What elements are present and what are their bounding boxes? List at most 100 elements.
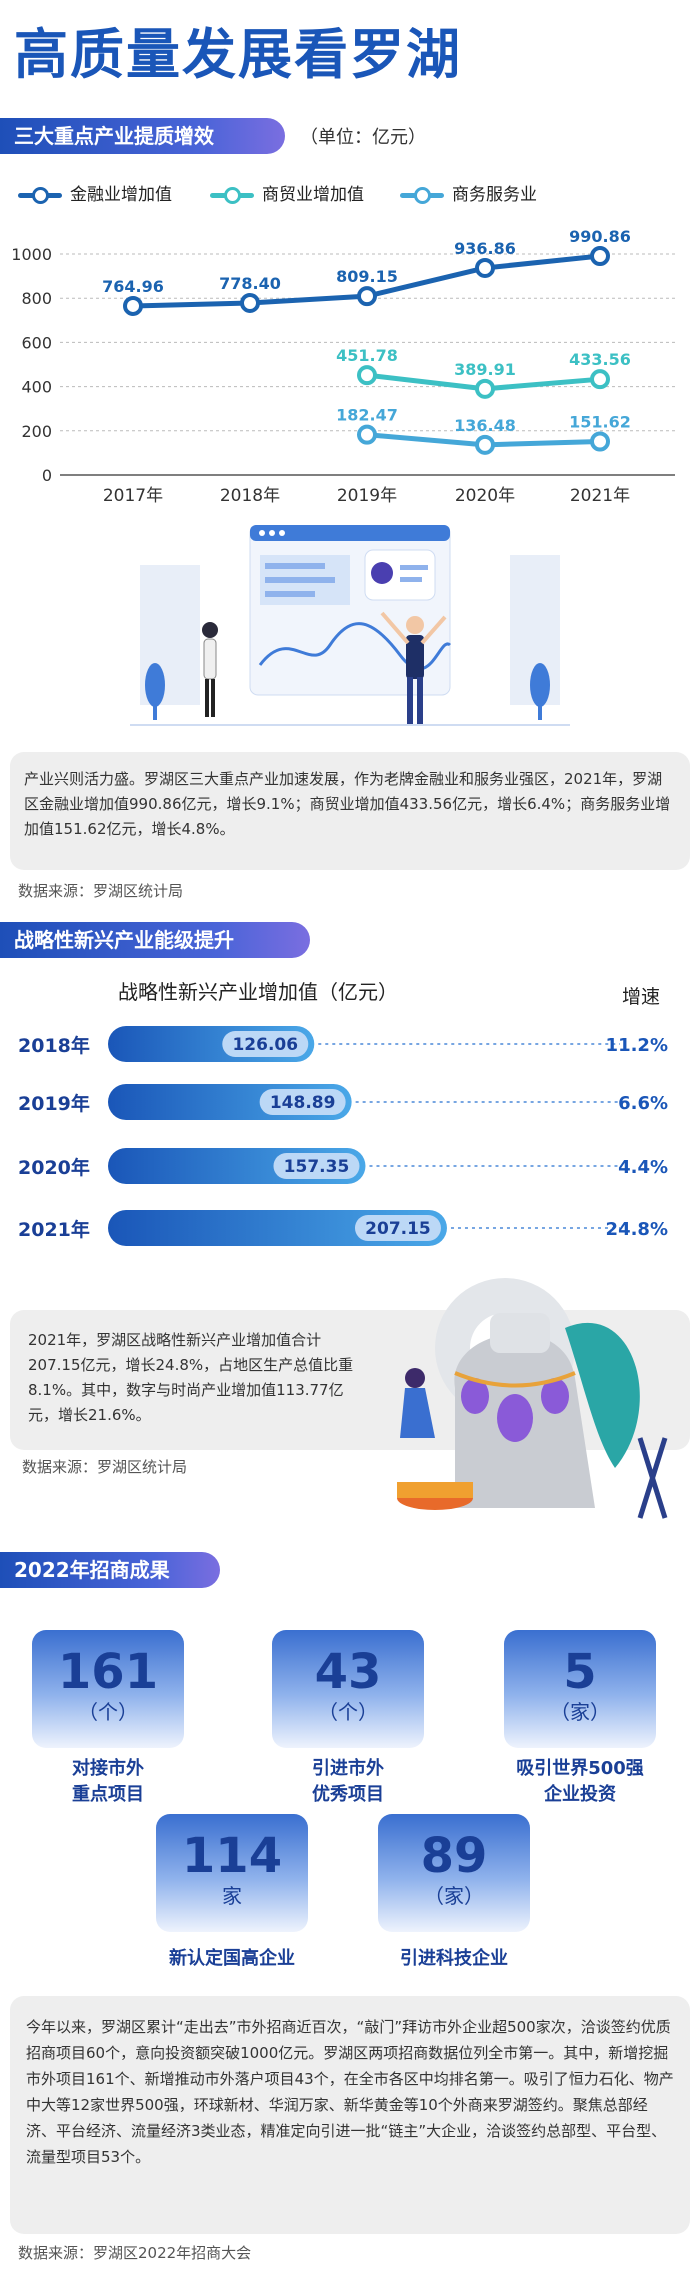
- bar-value-label: 148.89: [270, 1093, 336, 1113]
- data-label: 182.47: [336, 406, 398, 425]
- stat-number: 5: [563, 1644, 597, 1700]
- stat-card-quality-projects: 43 （个）: [272, 1630, 424, 1748]
- presentation-illustration: [130, 525, 570, 726]
- data-label: 389.91: [454, 360, 516, 379]
- stat-label-line: 吸引世界500强: [516, 1758, 644, 1779]
- stat-number: 114: [181, 1828, 283, 1884]
- stat-label-line: 优秀项目: [312, 1784, 384, 1805]
- data-label: 136.48: [454, 416, 516, 435]
- data-source: 数据来源：罗湖区2022年招商大会: [18, 2244, 252, 2262]
- data-point: [590, 246, 610, 267]
- bar-category-label: 2018年: [18, 1034, 90, 1057]
- data-label: 433.56: [569, 350, 631, 369]
- growth-label: 4.4%: [618, 1157, 668, 1178]
- y-tick-label: 1000: [11, 245, 52, 264]
- data-point: [475, 257, 495, 278]
- line-chart: 0 200 400 600 800 1000 2017年 2018年 2019年 2020年 202…: [11, 227, 675, 506]
- bar-value-label: 126.06: [232, 1035, 298, 1055]
- bar-chart-title: 战略性新兴产业增加值（亿元）: [118, 980, 398, 1004]
- y-tick-label: 0: [42, 466, 52, 485]
- data-point: [240, 292, 260, 313]
- stat-card-tech-enterprises: 89 （家）: [378, 1814, 530, 1932]
- bar-category-label: 2021年: [18, 1218, 90, 1241]
- bar-value-pill: [354, 1215, 441, 1241]
- legend-label: 商贸业增加值: [262, 185, 364, 205]
- section-banner-emerging-industries: 战略性新兴产业能级提升: [0, 922, 310, 958]
- data-label: 809.15: [336, 267, 398, 286]
- data-point: [357, 365, 377, 386]
- stat-label-line: 重点项目: [72, 1784, 144, 1805]
- growth-header: 增速: [622, 986, 661, 1008]
- bar-value-pill: [222, 1031, 309, 1057]
- data-label: 936.86: [454, 239, 516, 258]
- stat-unit: （个）: [78, 1700, 138, 1724]
- bar-chart: 2018年 126.06 11.2% 2019年 148.89 6.6% 2020年 157.…: [18, 1026, 668, 1246]
- data-point: [475, 434, 495, 455]
- bar-value-label: 157.35: [284, 1157, 350, 1177]
- stat-card-fortune500: 5 （家）: [504, 1630, 656, 1748]
- x-tick-label: 2017年: [103, 486, 163, 506]
- growth-label: 6.6%: [618, 1093, 668, 1114]
- stat-label-line: 引进市外: [312, 1758, 384, 1779]
- stat-label-quality-projects: 引进市外 优秀项目: [248, 1756, 448, 1808]
- stat-label-tech-enterprises: 引进科技企业: [354, 1946, 554, 1972]
- data-label: 990.86: [569, 227, 631, 246]
- stat-label-key-projects: 对接市外 重点项目: [8, 1756, 208, 1808]
- bar-value-label: 207.15: [365, 1219, 431, 1239]
- stat-label-high-tech: 新认定国高企业: [132, 1946, 332, 1972]
- growth-label: 11.2%: [606, 1035, 668, 1056]
- stat-number: 161: [57, 1644, 159, 1700]
- legend-label: 商务服务业: [452, 185, 537, 205]
- y-tick-label: 600: [21, 333, 52, 352]
- y-tick-label: 200: [21, 422, 52, 441]
- legend-item-trade: 商贸业增加值: [210, 180, 364, 205]
- data-point: [590, 431, 610, 452]
- stat-label-fortune500: 吸引世界500强 企业投资: [480, 1756, 680, 1808]
- stat-unit: （个）: [318, 1700, 378, 1724]
- data-source: 数据来源：罗湖区统计局: [22, 1458, 188, 1476]
- data-label: 764.96: [102, 277, 164, 296]
- page-title: 高质量发展看罗湖: [14, 23, 462, 86]
- legend-label: 金融业增加值: [70, 185, 172, 205]
- growth-label: 24.8%: [606, 1219, 668, 1240]
- legend-line-icon: [400, 186, 444, 204]
- bar-category-label: 2019年: [18, 1092, 90, 1115]
- data-point: [590, 369, 610, 390]
- unit-label: （单位：亿元）: [300, 127, 426, 148]
- x-tick-label: 2021年: [570, 486, 630, 506]
- data-label: 778.40: [219, 274, 281, 293]
- stat-card-high-tech: 114 家: [156, 1814, 308, 1932]
- stat-card-key-projects: 161 （个）: [32, 1630, 184, 1748]
- section-banner-key-industries: 三大重点产业提质增效: [0, 118, 285, 154]
- stat-label-line: 对接市外: [72, 1758, 144, 1779]
- stat-label-line: 引进科技企业: [400, 1948, 508, 1969]
- x-tick-label: 2020年: [455, 486, 515, 506]
- stat-number: 89: [420, 1828, 488, 1884]
- stat-unit: 家: [222, 1884, 242, 1908]
- data-point: [357, 424, 377, 445]
- data-label: 151.62: [569, 412, 631, 431]
- data-point: [475, 378, 495, 399]
- section3-description: 今年以来，罗湖区累计“走出去”市外招商近百次，“敲门”拜访市外企业超500家次，…: [10, 1996, 690, 2234]
- legend-line-icon: [210, 186, 254, 204]
- stat-label-line: 新认定国高企业: [169, 1948, 295, 1969]
- bar-value-pill: [259, 1089, 346, 1115]
- stat-unit: （家）: [424, 1884, 484, 1908]
- y-tick-label: 400: [21, 378, 52, 397]
- stat-unit: （家）: [550, 1700, 610, 1724]
- y-tick-label: 800: [21, 289, 52, 308]
- legend-line-icon: [18, 186, 62, 204]
- data-point: [357, 286, 377, 307]
- data-label: 451.78: [336, 346, 398, 365]
- legend-item-business: 商务服务业: [400, 180, 537, 205]
- stat-label-line: 企业投资: [544, 1784, 616, 1805]
- stat-number: 43: [314, 1644, 382, 1700]
- legend-item-finance: 金融业增加值: [18, 180, 172, 205]
- x-tick-label: 2019年: [337, 486, 397, 506]
- bar-value-pill: [273, 1153, 360, 1179]
- x-tick-label: 2018年: [220, 486, 280, 506]
- jewelry-bust-illustration: [397, 1278, 668, 1519]
- section-banner-investment: 2022年招商成果: [0, 1552, 220, 1588]
- bar-category-label: 2020年: [18, 1156, 90, 1179]
- section1-description: 产业兴则活力盛。罗湖区三大重点产业加速发展，作为老牌金融业和服务业强区，2021…: [10, 752, 690, 870]
